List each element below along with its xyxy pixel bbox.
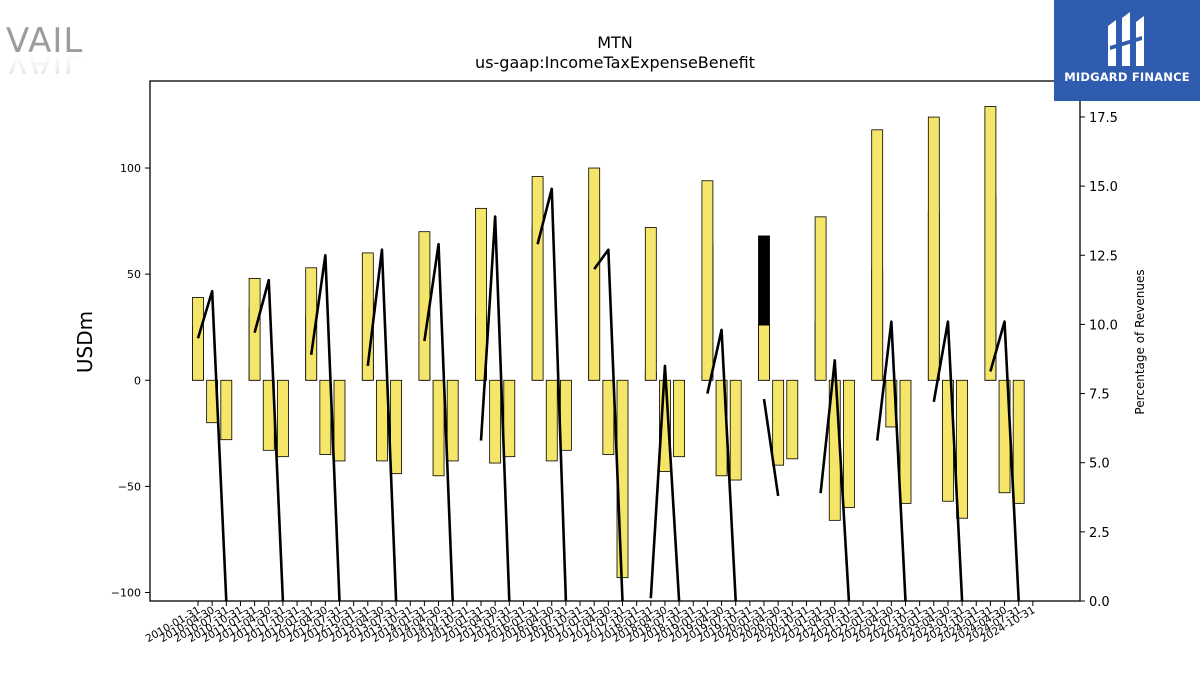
percentage-line bbox=[762, 398, 780, 497]
y-right-tick-label: 12.5 bbox=[1089, 249, 1118, 264]
quarterly-bar bbox=[956, 379, 968, 519]
quarterly-bar bbox=[885, 379, 898, 428]
quarterly-bar bbox=[786, 379, 799, 460]
vail-logo-text: VAIL bbox=[6, 21, 83, 61]
quarterly-bar bbox=[602, 379, 615, 455]
quarterly-bar bbox=[446, 379, 459, 462]
percentage-line bbox=[309, 253, 341, 602]
y-tick-label: −50 bbox=[118, 480, 141, 493]
quarterly-bar bbox=[1012, 379, 1025, 504]
plot-frame bbox=[149, 80, 1081, 602]
y-axis-label: USDm bbox=[73, 311, 97, 373]
quarterly-bar bbox=[927, 116, 940, 381]
y-tick-label: −100 bbox=[111, 587, 141, 600]
percentage-line bbox=[536, 187, 568, 602]
quarterly-bar bbox=[475, 207, 487, 381]
quarterly-bar bbox=[220, 379, 233, 441]
percentage-line bbox=[423, 242, 454, 602]
y-tick-label: 100 bbox=[120, 162, 141, 175]
y-right-tick-label: 5.0 bbox=[1089, 457, 1110, 472]
quarterly-bar bbox=[319, 379, 332, 455]
percentage-line bbox=[649, 364, 681, 602]
quarterly-bar bbox=[814, 216, 827, 381]
quarterly-bar bbox=[729, 379, 742, 481]
midgard-mark-icon bbox=[1108, 12, 1144, 66]
percentage-line bbox=[479, 215, 511, 602]
quarterly-bar bbox=[588, 167, 601, 381]
vail-logo-reflection: VAIL bbox=[6, 47, 83, 74]
y-axis-right-label: Percentage of Revenues bbox=[1133, 269, 1147, 414]
vail-logo: VAIL VAIL bbox=[6, 18, 90, 87]
percentage-line bbox=[196, 289, 228, 602]
percentage-line bbox=[875, 320, 907, 602]
line-layer bbox=[196, 187, 1020, 602]
quarterly-bar bbox=[390, 379, 403, 475]
chart-subtitle: us-gaap:IncomeTaxExpenseBenefit bbox=[475, 53, 755, 72]
percentage-line bbox=[253, 278, 285, 602]
quarterly-bar bbox=[333, 379, 346, 462]
quarterly-bar bbox=[531, 176, 544, 381]
y-right-tick-label: 10.0 bbox=[1089, 318, 1118, 333]
percentage-line bbox=[819, 359, 851, 602]
midgard-logo-text: MIDGARD FINANCE bbox=[1064, 70, 1190, 84]
quarterly-bar bbox=[644, 227, 657, 381]
percentage-line bbox=[989, 320, 1020, 602]
quarterly-bar bbox=[545, 379, 558, 462]
chart-title: MTN bbox=[597, 33, 633, 52]
quarterly-bar bbox=[432, 379, 445, 477]
y-right-tick-label: 15.0 bbox=[1089, 180, 1118, 195]
quarterly-bar bbox=[899, 379, 912, 504]
percentage-line bbox=[706, 328, 737, 602]
quarterly-bar bbox=[984, 106, 997, 381]
y-tick-label: 50 bbox=[127, 268, 141, 281]
y-right-tick-label: 7.5 bbox=[1089, 388, 1110, 403]
midgard-finance-logo: MIDGARD FINANCE bbox=[1054, 0, 1200, 101]
quarterly-bar bbox=[376, 379, 388, 462]
quarterly-bar bbox=[276, 379, 289, 458]
bars-layer bbox=[192, 106, 1025, 579]
axis-layer: −100 −50 0 50 100 0.0 2.5 5.0 7.5 10.0 12.5 15.0 17.… bbox=[111, 80, 1118, 645]
percentage-line bbox=[593, 248, 624, 602]
percentage-line bbox=[366, 248, 398, 602]
y-right-tick-label: 0.0 bbox=[1089, 595, 1110, 610]
quarterly-bar bbox=[758, 324, 770, 381]
quarterly-bar bbox=[192, 297, 204, 381]
quarterly-bar bbox=[489, 379, 502, 464]
quarterly-bar bbox=[560, 379, 572, 451]
y-right-tick-label: 2.5 bbox=[1089, 526, 1110, 541]
quarterly-bar bbox=[772, 379, 785, 466]
y-tick-label: 0 bbox=[134, 374, 141, 387]
quarterly-bar bbox=[843, 379, 855, 509]
quarterly-bar bbox=[871, 129, 884, 381]
y-right-tick-label: 17.5 bbox=[1089, 111, 1118, 126]
quarterly-bar bbox=[503, 379, 516, 458]
quarterly-bar bbox=[701, 180, 714, 381]
percentage-line bbox=[932, 320, 964, 602]
quarterly-bar bbox=[673, 379, 685, 458]
